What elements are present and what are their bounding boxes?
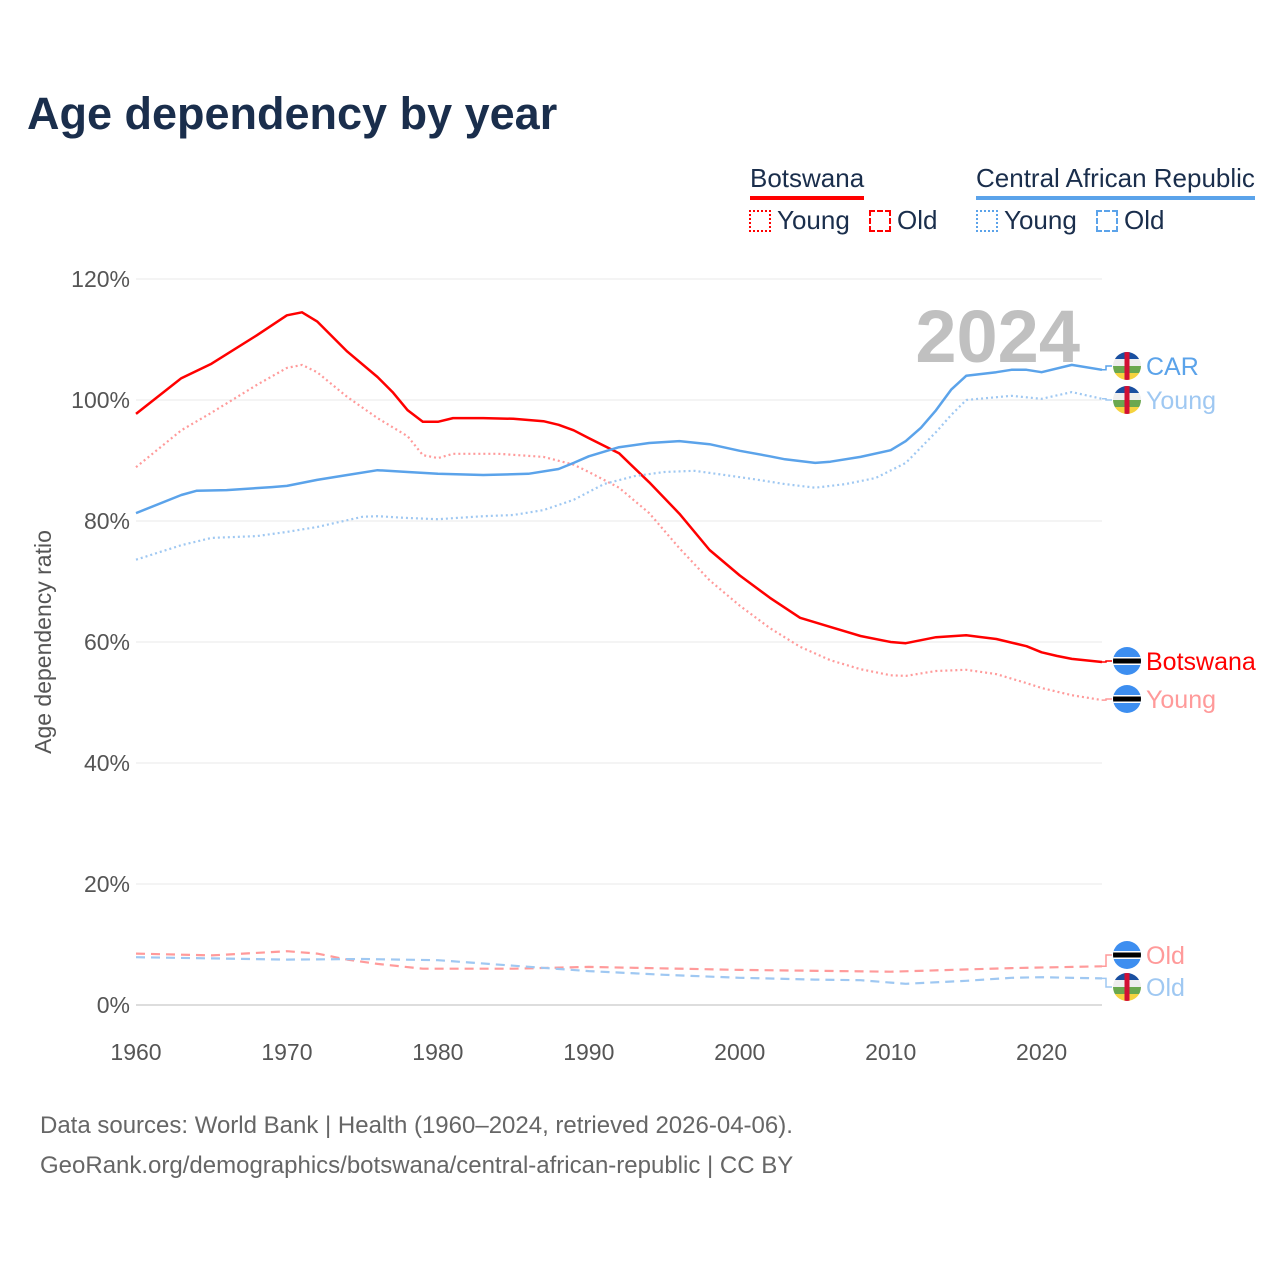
y-tick-label: 100% [71, 387, 130, 413]
year-watermark: 2024 [915, 295, 1080, 378]
chart-title: Age dependency by year [27, 88, 558, 139]
y-tick-label: 40% [84, 750, 130, 776]
end-label: Young [1146, 387, 1216, 415]
dashed-swatch-icon [869, 209, 891, 232]
end-label: Old [1146, 974, 1185, 1002]
legend-label: Old [1124, 205, 1165, 235]
legend-car-young[interactable]: Young [976, 205, 1077, 236]
legend-car-old[interactable]: Old [1096, 205, 1164, 236]
x-tick-label: 2000 [714, 1039, 765, 1065]
botswana-flag-icon [1113, 685, 1141, 713]
botswana-flag-icon [1113, 647, 1141, 675]
legend-botswana[interactable]: Botswana [750, 163, 865, 200]
label-connector [1102, 365, 1112, 371]
car-flag-icon [1113, 352, 1141, 380]
x-tick-label: 1970 [261, 1039, 312, 1065]
legend-car[interactable]: Central African Republic [976, 163, 1255, 200]
label-connector [1102, 977, 1112, 988]
legend-label: Young [1004, 205, 1077, 235]
series-line-botswana[interactable] [135, 311, 1103, 664]
source-line-1: Data sources: World Bank | Health (1960–… [40, 1112, 793, 1139]
x-tick-label: 2010 [865, 1039, 916, 1065]
y-tick-label: 120% [71, 266, 130, 292]
legend-botswana-old[interactable]: Old [869, 205, 937, 236]
end-label: CAR [1146, 353, 1199, 381]
plot-area: 0% 20% 40% 60% 80% 100% 120% 1960 1970 1980 1990 20… [30, 266, 1256, 1065]
legend-label: Old [897, 205, 938, 235]
source-note: Data sources: World Bank | Health (1960–… [40, 1106, 793, 1186]
dashed-swatch-icon [1096, 209, 1118, 232]
dotted-swatch-icon [976, 209, 998, 232]
source-line-2[interactable]: GeoRank.org/demographics/botswana/centra… [40, 1152, 794, 1179]
y-tick-label: 20% [84, 871, 130, 897]
label-connector [1102, 398, 1112, 401]
y-tick-label: 60% [84, 629, 130, 655]
series-line-central-african-republic[interactable] [135, 363, 1103, 515]
end-label: Botswana [1146, 648, 1256, 676]
car-flag-icon [1113, 973, 1141, 1001]
end-label: Old [1146, 942, 1185, 970]
dotted-swatch-icon [749, 209, 771, 232]
y-axis-label: Age dependency ratio [30, 530, 56, 754]
label-connector [1102, 954, 1112, 968]
y-tick-label: 80% [84, 508, 130, 534]
label-connector [1102, 660, 1112, 663]
series-line-central-african-republic-old[interactable] [135, 956, 1103, 985]
label-connector [1102, 698, 1112, 701]
legend-botswana-young[interactable]: Young [749, 205, 850, 236]
y-tick-label: 0% [97, 992, 130, 1018]
x-tick-label: 1990 [563, 1039, 614, 1065]
series-line-central-african-republic-young[interactable] [135, 391, 1103, 561]
car-flag-icon [1113, 386, 1141, 414]
x-tick-label: 2020 [1016, 1039, 1067, 1065]
x-tick-label: 1960 [110, 1039, 161, 1065]
series-line-botswana-old[interactable] [135, 950, 1103, 973]
end-label: Young [1146, 686, 1216, 714]
series-line-botswana-young[interactable] [135, 363, 1103, 702]
x-tick-label: 1980 [412, 1039, 463, 1065]
botswana-flag-icon [1113, 941, 1141, 969]
legend-label: Young [777, 205, 850, 235]
